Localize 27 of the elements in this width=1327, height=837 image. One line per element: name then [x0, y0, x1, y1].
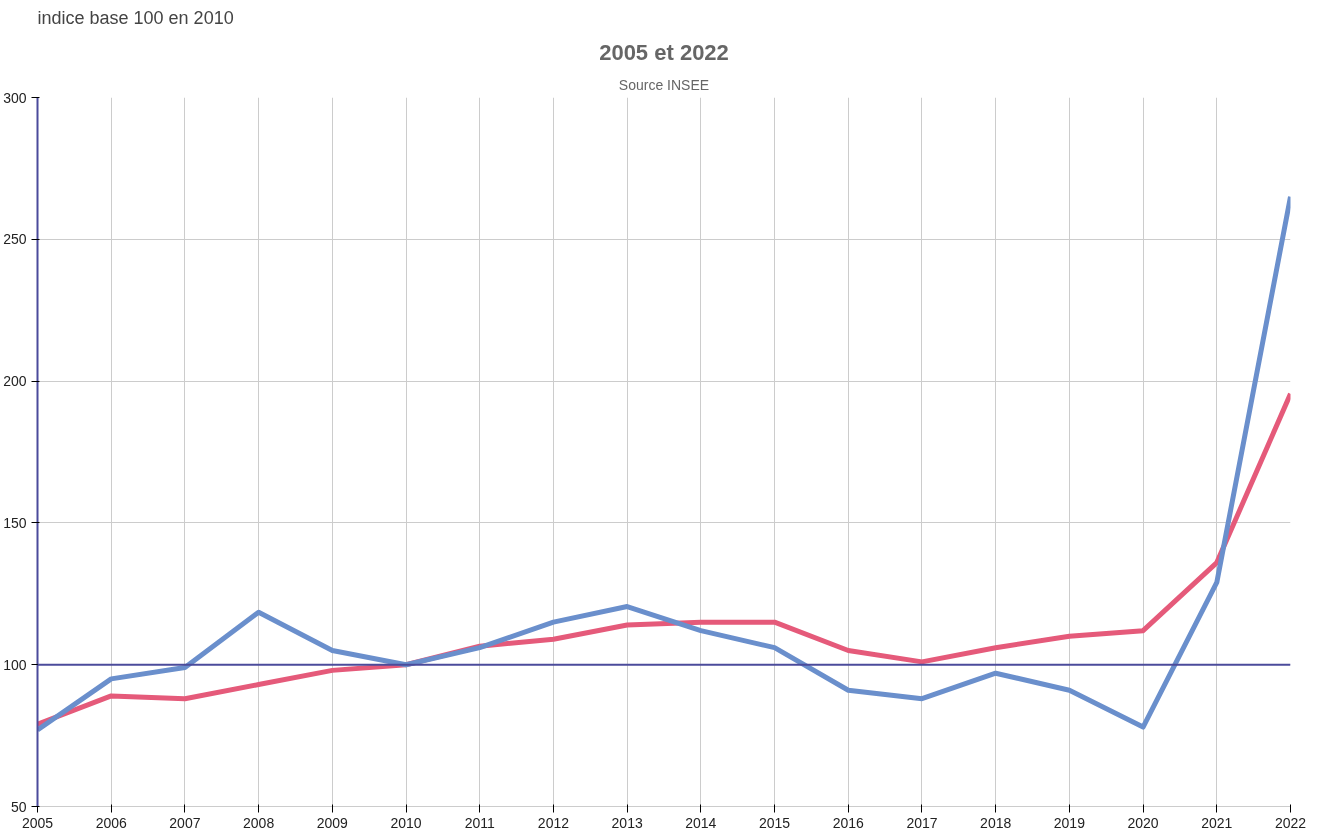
- x-tick-label: 2012: [537, 814, 570, 831]
- source-note: Source INSEE: [618, 76, 710, 93]
- chart-title: 2005 et 2022: [599, 39, 729, 65]
- y-tick-label: 150: [3, 514, 27, 531]
- y-tick-label: 50: [10, 798, 27, 815]
- y-tick-label: 250: [3, 231, 27, 248]
- x-tick-label: 2022: [1274, 814, 1307, 831]
- x-tick-label: 2014: [685, 814, 717, 831]
- y-tick-label: 300: [3, 89, 27, 106]
- x-tick-label: 2011: [464, 814, 495, 831]
- x-tick-label: 2017: [906, 814, 938, 831]
- x-tick-label: 2020: [1127, 814, 1159, 831]
- y-axis-title: indice base 100 en 2010: [37, 7, 234, 28]
- x-tick-label: 2008: [243, 814, 275, 831]
- y-tick-label: 100: [3, 656, 27, 673]
- x-tick-label: 2021: [1201, 814, 1233, 831]
- x-tick-label: 2019: [1053, 814, 1086, 831]
- x-tick-label: 2010: [390, 814, 422, 831]
- x-tick-label: 2015: [758, 814, 791, 831]
- x-tick-label: 2006: [95, 814, 127, 831]
- x-tick-label: 2016: [832, 814, 865, 831]
- x-tick-label: 2018: [980, 814, 1012, 831]
- y-tick-label: 200: [3, 373, 27, 390]
- x-tick-label: 2013: [611, 814, 643, 831]
- x-tick-label: 2005: [21, 814, 54, 831]
- x-tick-label: 2007: [169, 814, 201, 831]
- x-tick-label: 2009: [316, 814, 349, 831]
